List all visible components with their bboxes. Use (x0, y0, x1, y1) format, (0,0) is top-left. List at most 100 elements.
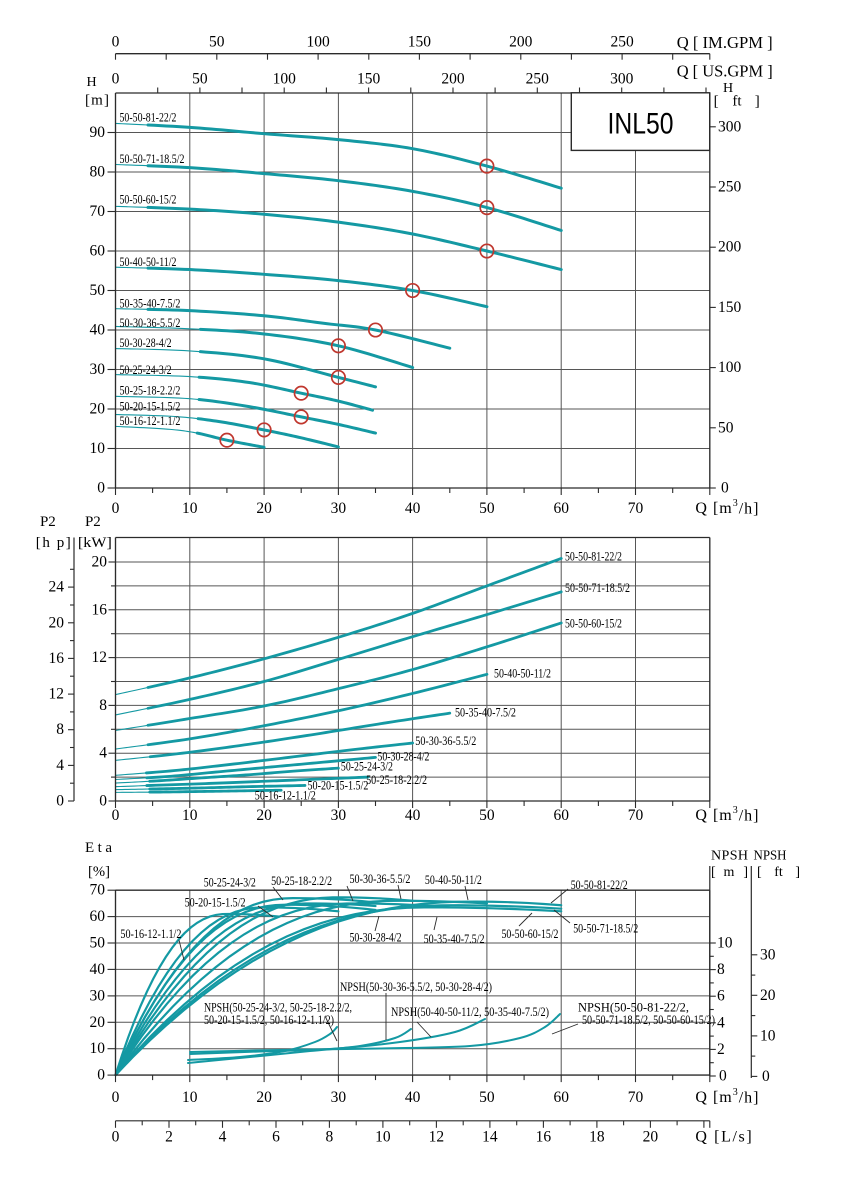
svg-text:70: 70 (628, 500, 644, 517)
svg-text:12: 12 (429, 1128, 445, 1145)
svg-text:50-25-18-2.2/2: 50-25-18-2.2/2 (366, 772, 427, 787)
svg-text:6: 6 (717, 988, 725, 1005)
svg-text:70: 70 (628, 807, 644, 824)
svg-text:60: 60 (553, 500, 569, 517)
svg-text:300: 300 (718, 118, 742, 135)
svg-text:2: 2 (165, 1128, 173, 1145)
svg-text:20: 20 (256, 1089, 272, 1106)
svg-text:250: 250 (610, 34, 634, 51)
svg-text:50: 50 (479, 1089, 495, 1106)
svg-text:250: 250 (526, 71, 550, 88)
svg-text:10: 10 (90, 1040, 106, 1057)
svg-text:300: 300 (610, 71, 634, 88)
svg-text:16: 16 (92, 601, 108, 618)
svg-text:20: 20 (92, 554, 108, 571)
svg-text:40: 40 (405, 500, 421, 517)
svg-text:50-16-12-1.1/2: 50-16-12-1.1/2 (255, 787, 316, 802)
svg-text:30: 30 (331, 500, 347, 517)
svg-text:40: 40 (405, 1089, 421, 1106)
svg-text:0: 0 (721, 480, 729, 497)
svg-text:50-16-12-1.1/2: 50-16-12-1.1/2 (120, 926, 181, 941)
svg-text:8: 8 (99, 697, 107, 714)
svg-text:70: 70 (628, 1089, 644, 1106)
svg-text:10: 10 (182, 1089, 198, 1106)
svg-text:4: 4 (219, 1128, 227, 1145)
svg-text:50-50-71-18.5/2: 50-50-71-18.5/2 (120, 151, 185, 166)
svg-text:NPSH(50-25-24-3/2, 50-25-18-2.: NPSH(50-25-24-3/2, 50-25-18-2.2/2, (204, 1000, 352, 1015)
svg-text:50-25-18-2.2/2: 50-25-18-2.2/2 (120, 383, 181, 398)
svg-text:50-30-28-4/2: 50-30-28-4/2 (377, 748, 429, 763)
svg-text:20: 20 (256, 500, 272, 517)
svg-text:50: 50 (209, 34, 225, 51)
svg-text:50-35-40-7.5/2: 50-35-40-7.5/2 (424, 931, 485, 946)
svg-text:H: H (723, 81, 733, 96)
svg-text:Q [m3/h]: Q [m3/h] (695, 805, 759, 825)
svg-text:50-20-15-1.5/2, 50-16-12-1.1/2: 50-20-15-1.5/2, 50-16-12-1.1/2) (204, 1012, 334, 1027)
svg-text:30: 30 (331, 1089, 347, 1106)
svg-text:50: 50 (90, 282, 106, 299)
svg-text:2: 2 (717, 1041, 725, 1058)
svg-text:NPSH(50-50-81-22/2,: NPSH(50-50-81-22/2, (578, 1000, 689, 1015)
svg-text:70: 70 (90, 203, 106, 220)
svg-text:50-30-28-4/2: 50-30-28-4/2 (120, 335, 172, 350)
svg-text:Q [m3/h]: Q [m3/h] (695, 1087, 759, 1107)
svg-text:150: 150 (718, 299, 742, 316)
svg-text:[kW]: [kW] (78, 535, 112, 551)
svg-text:Q [m3/h]: Q [m3/h] (695, 498, 759, 518)
svg-text:200: 200 (441, 71, 465, 88)
svg-text:H: H (87, 75, 97, 90)
svg-text:[: [ (714, 94, 719, 110)
svg-text:14: 14 (482, 1128, 498, 1145)
svg-text:30: 30 (90, 361, 106, 378)
svg-text:0: 0 (112, 1089, 120, 1106)
svg-text:0: 0 (99, 793, 107, 810)
svg-text:4: 4 (717, 1014, 725, 1031)
svg-text:0: 0 (762, 1068, 770, 1085)
svg-text:30: 30 (760, 946, 776, 963)
svg-text:16: 16 (536, 1128, 552, 1145)
svg-text:50-30-28-4/2: 50-30-28-4/2 (350, 930, 402, 945)
svg-text:12: 12 (92, 649, 108, 666)
svg-text:100: 100 (718, 359, 742, 376)
svg-text:50-50-60-15/2: 50-50-60-15/2 (565, 615, 622, 630)
svg-text:50: 50 (479, 500, 495, 517)
svg-text:50-16-12-1.1/2: 50-16-12-1.1/2 (120, 413, 181, 428)
svg-text:200: 200 (718, 239, 742, 256)
svg-text:50-50-81-22/2: 50-50-81-22/2 (120, 110, 177, 125)
svg-text:50-50-71-18.5/2: 50-50-71-18.5/2 (573, 920, 638, 935)
svg-text:20: 20 (256, 807, 272, 824)
svg-text:40: 40 (90, 961, 106, 978)
svg-text:P2: P2 (40, 514, 56, 530)
svg-text:50-35-40-7.5/2: 50-35-40-7.5/2 (120, 295, 181, 310)
svg-text:20: 20 (643, 1128, 659, 1145)
svg-text:INL50: INL50 (608, 108, 674, 141)
svg-text:10: 10 (760, 1027, 776, 1044)
svg-text:NPSH: NPSH (754, 849, 787, 864)
svg-text:100: 100 (306, 34, 330, 51)
svg-text:90: 90 (90, 124, 106, 141)
svg-text:0: 0 (112, 71, 120, 88)
svg-text:8: 8 (56, 721, 64, 738)
svg-text:0: 0 (112, 807, 120, 824)
svg-text:50-50-81-22/2: 50-50-81-22/2 (571, 877, 628, 892)
svg-text:ft: ft (774, 865, 783, 880)
svg-text:ft: ft (732, 94, 742, 110)
svg-text:0: 0 (112, 34, 120, 51)
svg-text:150: 150 (357, 71, 381, 88)
svg-text:100: 100 (273, 71, 297, 88)
svg-text:24: 24 (49, 579, 65, 596)
svg-text:6: 6 (272, 1128, 280, 1145)
svg-text:50: 50 (479, 807, 495, 824)
svg-text:50-25-18-2.2/2: 50-25-18-2.2/2 (271, 873, 332, 888)
svg-text:20: 20 (49, 614, 65, 631)
svg-text:50-25-24-3/2: 50-25-24-3/2 (120, 362, 172, 377)
svg-text:50-25-24-3/2: 50-25-24-3/2 (341, 759, 393, 774)
svg-text:P2: P2 (85, 514, 101, 530)
svg-text:0: 0 (56, 793, 64, 810)
svg-text:50-20-15-1.5/2: 50-20-15-1.5/2 (308, 778, 369, 793)
svg-text:80: 80 (90, 164, 106, 181)
svg-text:NPSH(50-40-50-11/2, 50-35-40-7: NPSH(50-40-50-11/2, 50-35-40-7.5/2) (391, 1004, 549, 1019)
svg-text:50-50-81-22/2: 50-50-81-22/2 (565, 549, 622, 564)
svg-text:NPSH(50-30-36-5.5/2, 50-30-28-: NPSH(50-30-36-5.5/2, 50-30-28-4/2) (340, 979, 492, 994)
svg-text:16: 16 (49, 650, 65, 667)
